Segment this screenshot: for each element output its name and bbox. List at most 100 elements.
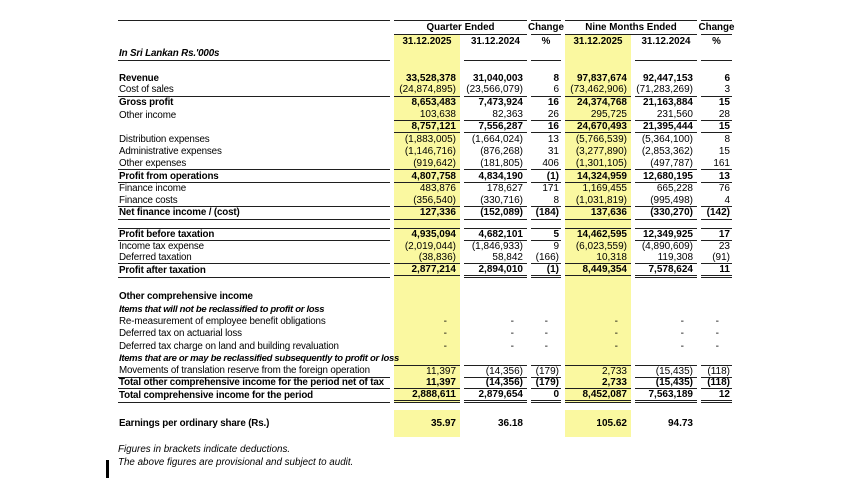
row-value [531,410,561,437]
table-row: Profit from operations 4,807,758 4,834,190… [118,170,732,183]
footnote-deductions: Figures in brackets indicate deductions. [118,444,291,455]
row-value: 137,636 [565,207,631,220]
row-value: 15 [701,121,732,134]
row-value: - [680,328,684,340]
row-value: - [680,315,684,327]
row-label: Profit after taxation [118,264,390,279]
row-value: (919,642) [394,158,460,171]
header-underline-cell [635,48,697,61]
row-value [701,410,732,437]
row-label: Other expenses [118,158,390,171]
table-row: Profit before taxation 4,935,094 4,682,101… [118,227,732,241]
table-row: Other income 103,638 82,363 26 295,725 231,56… [118,108,732,122]
row-label: Items that will not be reclassified to p… [119,303,325,315]
row-value: 7,578,624 [635,264,697,279]
row-value: 665,228 [656,183,693,195]
row-value: 8,452,087 [565,389,631,404]
footnotes: Figures in brackets indicate deductions.… [118,443,353,469]
row-value: 8,653,483 [394,96,460,109]
row-label: Movements of translation reserve from th… [118,365,390,378]
row-value: 2,894,010 [464,264,527,279]
row-value [701,303,732,315]
row-value: (118) [701,377,732,390]
row-label: Deferred taxation [118,252,390,265]
row-value: 2,733 [565,376,631,390]
row-value [394,401,460,410]
row-value: 171 [542,183,559,195]
row-value: 4,807,758 [394,170,460,183]
row-value [531,303,561,315]
row-value [531,401,561,410]
table-row: Administrative expenses (1,146,716) (876,2… [118,145,732,159]
table-row: Finance costs (356,540) (330,716) 8 (1,031,8… [118,194,732,208]
header-underline-cell [531,48,561,61]
row-value: (15,435) [635,364,697,378]
row-value [701,352,732,364]
row-value: 8 [724,134,730,146]
row-value: 2,733 [565,364,631,378]
spacer-row [118,219,732,228]
row-value: 3 [701,84,732,97]
row-value: 7,563,189 [635,389,697,404]
row-value: 35.97 [394,410,460,438]
row-value [635,59,697,72]
row-value: (15,435) [635,377,697,390]
row-value: - [394,327,460,340]
statement-table: Quarter Ended Change Nine Months Ended C… [118,20,734,438]
row-label: Finance costs [118,195,390,208]
row-label: Revenue [119,72,159,84]
row-value: 12 [701,389,732,404]
row-value: (142) [701,207,732,220]
row-value [531,352,561,364]
row-value: (118) [701,364,732,378]
percent-header-quarter: % [541,36,551,47]
row-value [464,220,527,228]
row-value: 23 [718,240,730,252]
table-row: Total comprehensive income for the perio… [118,389,732,404]
row-value: 6 [724,72,730,84]
table-row: Deferred tax charge on land and building… [118,339,732,353]
row-value: (152,089) [464,207,527,220]
row-value: 406 [531,158,561,171]
row-label: Profit before taxation [118,227,390,241]
quarter-current-period-header: 31.12.2025 [394,35,460,48]
row-value: 8 [553,72,559,84]
row-value: (73,462,906) [565,84,631,97]
spacer-row [118,401,732,410]
row-value [531,220,561,228]
table-row: Earnings per ordinary share (Rs.) 35.97 36… [118,410,732,438]
table-row: Income tax expense (2,019,044) (1,846,933)… [118,239,732,253]
table-row: Deferred taxation (38,836) 58,842 (166) 10,3… [118,252,732,265]
row-label [118,220,390,228]
row-value: 0 [531,389,561,404]
row-value: 4,935,094 [394,227,460,241]
row-value: 483,876 [394,182,460,195]
row-value: (1,031,819) [565,194,631,208]
row-value: (1) [531,170,561,183]
row-value: (91) [701,252,732,265]
row-value: - [680,340,684,352]
table-header-dates: 31.12.2025 31.12.2024 % 31.12.2025 31.12… [118,35,732,48]
row-value: (2,853,362) [641,146,693,158]
row-value: 13 [547,134,559,146]
row-label: Income tax expense [119,240,204,252]
row-value: 7,473,924 [478,97,524,109]
row-value: 4,834,190 [464,170,527,183]
row-value: 15 [718,146,730,158]
table-row: Deferred tax on actuarial loss - - - - - - [118,327,732,340]
row-value [565,352,631,365]
row-value: (24,874,895) [394,84,460,97]
row-label: Finance income [119,183,187,195]
row-value: 33,528,378 [394,72,460,85]
table-row: Other comprehensive income [118,290,732,304]
row-value: 4,682,101 [464,227,527,241]
row-value: (2,019,044) [394,239,460,253]
row-value: 21,395,444 [635,121,697,134]
table-body: Revenue 33,528,378 31,040,003 8 97,837,674 92… [118,59,732,438]
row-label: Re-measurement of employee benefit oblig… [119,315,326,327]
row-value: (184) [531,207,561,220]
row-value [394,219,460,228]
row-label: Cost of sales [118,84,390,97]
row-value [565,303,631,316]
row-value [701,291,732,303]
